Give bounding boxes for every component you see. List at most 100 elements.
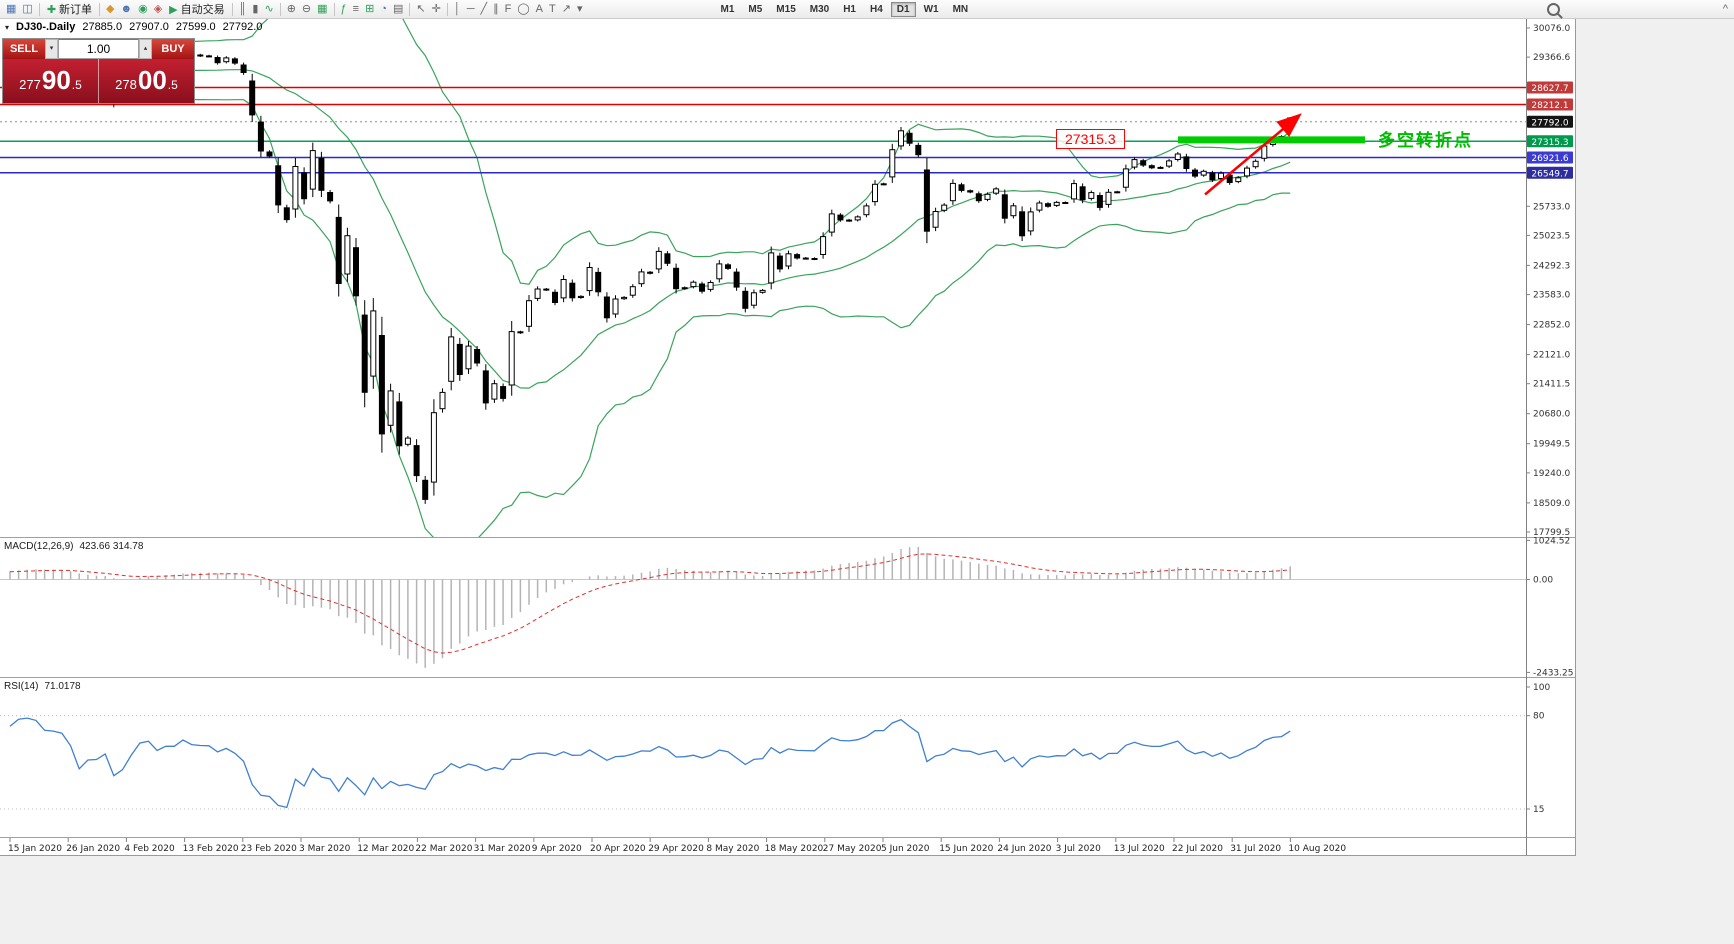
svg-text:24 Jun 2020: 24 Jun 2020 [997,844,1051,854]
main-price-panel [0,19,1526,537]
collapse-panel-icon[interactable]: ▾ [5,22,10,32]
tf-m30[interactable]: M30 [809,3,830,15]
templates-icon[interactable]: ▤ [392,2,404,15]
svg-text:22852.0: 22852.0 [1533,321,1570,331]
search-icon[interactable] [1546,2,1560,16]
svg-text:19949.5: 19949.5 [1533,440,1570,450]
timeframe-toolbar: M1 M5 M15 M30 H1 H4 D1 W1 MN [713,1,975,17]
chevron-down-icon[interactable]: ▾ [576,2,583,15]
volume-input[interactable] [58,39,139,59]
tf-m15[interactable]: M15 [776,3,796,15]
svg-text:22121.0: 22121.0 [1533,351,1570,361]
bar-chart-icon[interactable]: ║ [238,2,247,15]
svg-text:20680.0: 20680.0 [1533,410,1570,420]
svg-text:8 May 2020: 8 May 2020 [706,844,759,854]
tf-m5[interactable]: M5 [748,3,763,15]
svg-text:26549.7: 26549.7 [1531,169,1568,179]
rsi-name: RSI(14) [4,681,39,692]
fibonacci-icon[interactable]: F [504,2,512,15]
autotrade-button[interactable]: ▶ 自动交易 [165,1,228,17]
sell-price[interactable]: 277 90.5 [3,59,98,103]
svg-text:22 Jul 2020: 22 Jul 2020 [1172,844,1223,854]
buy-button[interactable]: BUY [152,39,194,59]
buy-price-big: 00 [137,65,167,95]
indicators-icon[interactable]: ƒ [340,2,347,15]
zoom-in-icon[interactable]: ⊕ [286,2,296,15]
svg-text:17799.5: 17799.5 [1533,528,1570,538]
trend-arrow[interactable] [1204,113,1302,196]
community-icon[interactable]: ☻ [120,2,133,15]
macd-panel [0,547,1526,668]
svg-text:12 Mar 2020: 12 Mar 2020 [357,844,414,854]
tf-h1[interactable]: H1 [843,3,856,15]
pivot-note-text[interactable]: 多空转折点 [1378,131,1473,150]
signals-icon[interactable]: ◉ [138,2,148,15]
tf-d1[interactable]: D1 [890,1,916,17]
svg-text:27315.3: 27315.3 [1531,138,1568,148]
svg-text:15 Jan 2020: 15 Jan 2020 [8,844,62,854]
rsi-value: 71.0178 [44,681,81,692]
svg-text:28627.7: 28627.7 [1531,84,1568,94]
toolbar-overflow-icon[interactable]: ^ [1722,2,1728,15]
svg-text:28212.1: 28212.1 [1531,101,1568,111]
macd-signal-line [9,553,1291,654]
new-chart-icon[interactable]: ▦ [6,2,17,15]
news-icon[interactable]: ◆ [106,2,115,15]
channel-icon[interactable]: ∥ [493,2,499,15]
profiles-icon[interactable]: ◫ [22,2,33,15]
zoom-out-icon[interactable]: ⊖ [301,2,312,15]
svg-text:4 Feb 2020: 4 Feb 2020 [124,844,175,854]
arrows-icon[interactable]: ↗ [561,2,571,15]
volume-down-button[interactable]: ▾ [45,39,58,59]
line-chart-icon[interactable]: ∿ [264,2,274,15]
new-order-label: 新订单 [59,4,93,16]
new-order-button[interactable]: ✚ 新订单 [43,1,96,17]
svg-text:22 Mar 2020: 22 Mar 2020 [415,844,472,854]
svg-text:10 Aug 2020: 10 Aug 2020 [1288,844,1346,854]
text-icon[interactable]: A [535,2,543,15]
buy-price[interactable]: 278 00.5 [98,59,194,103]
crosshair-icon[interactable]: ✛ [431,2,441,15]
sell-button[interactable]: SELL [3,39,45,59]
tf-w1[interactable]: W1 [923,3,939,15]
tf-m1[interactable]: M1 [720,3,735,15]
quote-bar: ▾ DJ30-.Daily 27885.0 27907.0 27599.0 27… [5,21,262,33]
ellipse-icon[interactable]: ◯ [517,2,530,15]
cycles-icon[interactable]: ◔ [380,2,387,15]
price-badge [1527,166,1573,179]
toolbar-separator [279,2,281,16]
cursor-icon[interactable]: ↖ [416,2,426,15]
vertical-line-icon[interactable]: │ [453,2,461,15]
text-label-icon[interactable]: T [549,2,556,15]
tf-h4[interactable]: H4 [870,3,883,15]
svg-text:-2433.25: -2433.25 [1533,668,1573,678]
svg-text:25023.5: 25023.5 [1533,231,1570,241]
rsi-line [9,717,1291,809]
svg-text:13 Jul 2020: 13 Jul 2020 [1114,844,1165,854]
add-indicator-icon[interactable]: ⊞ [365,2,375,15]
buy-price-frac: .5 [167,78,178,92]
symbol-period-label: DJ30-.Daily [16,21,76,33]
objects-list-icon[interactable]: ≡ [352,2,360,15]
vps-icon[interactable]: ◈ [153,2,163,15]
toolbar-separator [446,2,448,16]
price-badge [1527,135,1573,148]
quote-open: 27885.0 [82,21,123,33]
trendline-icon[interactable]: ╱ [480,2,488,15]
svg-text:20 Apr 2020: 20 Apr 2020 [590,844,646,854]
quote-high: 27907.0 [129,21,169,33]
svg-text:18 May 2020: 18 May 2020 [765,844,824,854]
quote-low: 27599.0 [175,21,216,33]
candle-chart-icon[interactable]: ▮ [252,2,259,15]
macd-name: MACD(12,26,9) [4,541,74,552]
svg-text:3 Jul 2020: 3 Jul 2020 [1056,844,1101,854]
price-annotation-box[interactable]: 27315.3 [1056,129,1125,149]
horizontal-line-icon[interactable]: ─ [466,2,475,15]
tile-windows-icon[interactable]: ▦ [317,2,328,15]
svg-text:25733.0: 25733.0 [1533,202,1570,212]
tf-mn[interactable]: MN [952,3,969,15]
toolbar-separator [333,2,335,16]
volume-up-button[interactable]: ▴ [139,39,152,59]
